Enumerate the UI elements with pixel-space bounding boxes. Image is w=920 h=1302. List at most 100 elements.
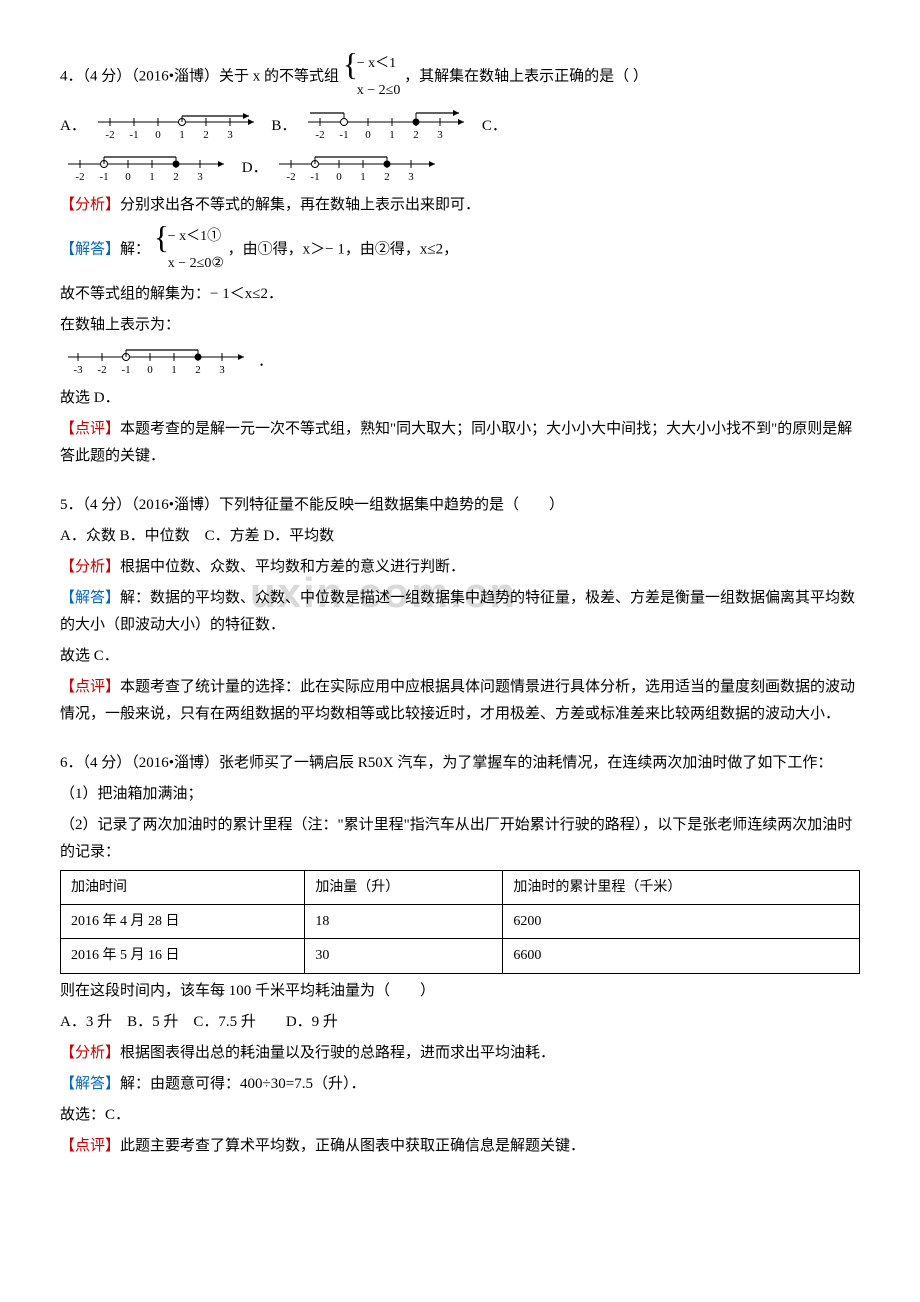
svg-text:0: 0 — [155, 129, 161, 141]
svg-text:3: 3 — [197, 171, 203, 183]
numline-solve: -3 -2 -1 0 1 2 3 — [64, 345, 254, 379]
q5-stem: 5．（4 分）（2016•淄博）下列特征量不能反映一组数据集中趋势的是（ ） — [60, 492, 860, 519]
th-2: 加油时的累计里程（千米） — [503, 871, 860, 905]
svg-text:3: 3 — [227, 129, 233, 141]
numline-b: -2 -1 0 1 2 3 — [304, 110, 474, 144]
svg-text:0: 0 — [125, 171, 131, 183]
q6-stem3: （2）记录了两次加油时的累计里程（注："累计里程"指汽车从出厂开始累计行驶的路程… — [60, 812, 860, 866]
q6-answer: 【解答】解：由题意可得：400÷30=7.5（升）． — [60, 1071, 860, 1098]
analysis-label: 【分析】 — [60, 197, 120, 213]
svg-text:2: 2 — [385, 171, 391, 183]
q4-analysis: 【分析】分别求出各不等式的解集，再在数轴上表示出来即可． — [60, 192, 860, 219]
q4-options-row2: -2 -1 0 1 2 3 D． -2 -1 0 1 2 3 — [60, 150, 860, 188]
q4-system2: − x＜1① x − 2≤0② — [154, 223, 224, 277]
q4-answer: 【解答】解： − x＜1① x − 2≤0② ，由①得，x＞− 1，由②得，x≤… — [60, 223, 860, 277]
svg-text:1: 1 — [171, 364, 177, 376]
q4-answer-line4: 故选 D． — [60, 385, 860, 412]
opt-b-label: B． — [271, 113, 296, 140]
brace-row1: − x＜1 — [357, 56, 396, 71]
answer-label: 【解答】 — [60, 241, 120, 257]
q5-comment-text: 本题考查了统计量的选择：此在实际应用中应根据具体问题情景进行具体分析，选用适当的… — [60, 679, 855, 722]
q5-answer-line2: 故选 C． — [60, 643, 860, 670]
q5-comment: 【点评】本题考查了统计量的选择：此在实际应用中应根据具体问题情景进行具体分析，选… — [60, 674, 860, 728]
q4-answer-line2: 故不等式组的解集为：− 1＜x≤2． — [60, 281, 860, 308]
q5-analysis-text: 根据中位数、众数、平均数和方差的意义进行判断． — [120, 559, 465, 575]
svg-text:1: 1 — [361, 171, 367, 183]
answer-label: 【解答】 — [60, 590, 120, 606]
table-row: 2016 年 4 月 28 日 18 6200 — [61, 905, 860, 939]
analysis-label: 【分析】 — [60, 1045, 120, 1061]
table-header-row: 加油时间 加油量（升） 加油时的累计里程（千米） — [61, 871, 860, 905]
comment-label: 【点评】 — [60, 1138, 120, 1154]
numline-a: -2 -1 0 1 2 3 — [94, 110, 264, 144]
q6-comment: 【点评】此题主要考查了算术平均数，正确从图表中获取正确信息是解题关键． — [60, 1133, 860, 1160]
q6-stem1: 6．（4 分）（2016•淄博）张老师买了一辆启辰 R50X 汽车，为了掌握车的… — [60, 750, 860, 777]
svg-text:-1: -1 — [99, 171, 108, 183]
q4-answer-line3: 在数轴上表示为： — [60, 312, 860, 339]
td: 6200 — [503, 905, 860, 939]
q6-options: A．3 升 B．5 升 C．7.5 升 D．9 升 — [60, 1009, 860, 1036]
q4-analysis-text: 分别求出各不等式的解集，再在数轴上表示出来即可． — [120, 197, 480, 213]
numline-c: -2 -1 0 1 2 3 — [64, 152, 234, 186]
q6-table: 加油时间 加油量（升） 加油时的累计里程（千米） 2016 年 4 月 28 日… — [60, 870, 860, 974]
q4-options-row1: A． -2 -1 0 1 2 3 B． -2 -1 0 1 2 3 — [60, 108, 860, 146]
td: 30 — [305, 939, 503, 973]
q6-stem4: 则在这段时间内，该车每 100 千米平均耗油量为（ ） — [60, 978, 860, 1005]
q4-comment: 【点评】本题考查的是解一元一次不等式组，熟知"同大取大；同小取小；大小小大中间找… — [60, 416, 860, 470]
svg-text:-2: -2 — [287, 171, 296, 183]
opt-a-label: A． — [60, 113, 86, 140]
svg-text:3: 3 — [437, 129, 443, 141]
svg-text:-2: -2 — [97, 364, 106, 376]
svg-text:2: 2 — [195, 364, 201, 376]
svg-text:1: 1 — [179, 129, 185, 141]
svg-text:-2: -2 — [316, 129, 325, 141]
brace2-row2: x − 2≤0② — [168, 256, 224, 271]
brace-row2: x − 2≤0 — [357, 83, 401, 98]
svg-text:3: 3 — [219, 364, 225, 376]
q6-analysis-text: 根据图表得出总的耗油量以及行驶的总路程，进而求出平均油耗． — [120, 1045, 555, 1061]
q6-analysis: 【分析】根据图表得出总的耗油量以及行驶的总路程，进而求出平均油耗． — [60, 1040, 860, 1067]
comment-label: 【点评】 — [60, 421, 120, 437]
q5-answer: 【解答】解：数据的平均数、众数、中位数是描述一组数据集中趋势的特征量，极差、方差… — [60, 585, 860, 639]
svg-text:3: 3 — [409, 171, 415, 183]
svg-text:-1: -1 — [129, 129, 138, 141]
td: 18 — [305, 905, 503, 939]
table-row: 2016 年 5 月 16 日 30 6600 — [61, 939, 860, 973]
page-content: 4．（4 分）（2016•淄博）关于 x 的不等式组 − x＜1 x − 2≤0… — [60, 50, 860, 1160]
svg-text:0: 0 — [337, 171, 343, 183]
th-0: 加油时间 — [61, 871, 305, 905]
th-1: 加油量（升） — [305, 871, 503, 905]
td: 2016 年 4 月 28 日 — [61, 905, 305, 939]
svg-text:-1: -1 — [121, 364, 130, 376]
comment-label: 【点评】 — [60, 679, 120, 695]
q5-options: A．众数 B．中位数 C．方差 D．平均数 — [60, 523, 860, 550]
q4-system: − x＜1 x − 2≤0 — [343, 50, 401, 104]
q6-answer-line2: 故选：C． — [60, 1102, 860, 1129]
svg-text:-3: -3 — [73, 364, 83, 376]
q6-stem2: （1）把油箱加满油； — [60, 781, 860, 808]
td: 2016 年 5 月 16 日 — [61, 939, 305, 973]
q4-stem-prefix: 4．（4 分）（2016•淄博）关于 x 的不等式组 — [60, 68, 339, 84]
q4-answer-numline: -3 -2 -1 0 1 2 3 ． — [60, 343, 860, 381]
svg-text:2: 2 — [203, 129, 209, 141]
q4-stem-suffix: ，其解集在数轴上表示正确的是（ ） — [404, 68, 648, 84]
q4-answer-prefix: 解： — [120, 241, 150, 257]
q5-analysis: 【分析】根据中位数、众数、平均数和方差的意义进行判断． — [60, 554, 860, 581]
svg-text:-1: -1 — [311, 171, 320, 183]
analysis-label: 【分析】 — [60, 559, 120, 575]
q6-answer-text: 解：由题意可得：400÷30=7.5（升）． — [120, 1076, 365, 1092]
svg-text:-2: -2 — [75, 171, 84, 183]
q4-answer-mid: ，由①得，x＞− 1，由②得，x≤2， — [228, 241, 458, 257]
opt-d-label: D． — [242, 155, 268, 182]
q4-comment-text: 本题考查的是解一元一次不等式组，熟知"同大取大；同小取小；大小小大中间找；大大小… — [60, 421, 852, 464]
answer-label: 【解答】 — [60, 1076, 120, 1092]
svg-text:1: 1 — [389, 129, 395, 141]
q6-comment-text: 此题主要考查了算术平均数，正确从图表中获取正确信息是解题关键． — [120, 1138, 585, 1154]
opt-c-label: C． — [482, 113, 507, 140]
svg-text:0: 0 — [365, 129, 371, 141]
svg-text:2: 2 — [173, 171, 179, 183]
td: 6600 — [503, 939, 860, 973]
numline-d: -2 -1 0 1 2 3 — [275, 152, 445, 186]
q5-answer-text: 解：数据的平均数、众数、中位数是描述一组数据集中趋势的特征量，极差、方差是衡量一… — [60, 590, 855, 633]
svg-text:0: 0 — [147, 364, 153, 376]
